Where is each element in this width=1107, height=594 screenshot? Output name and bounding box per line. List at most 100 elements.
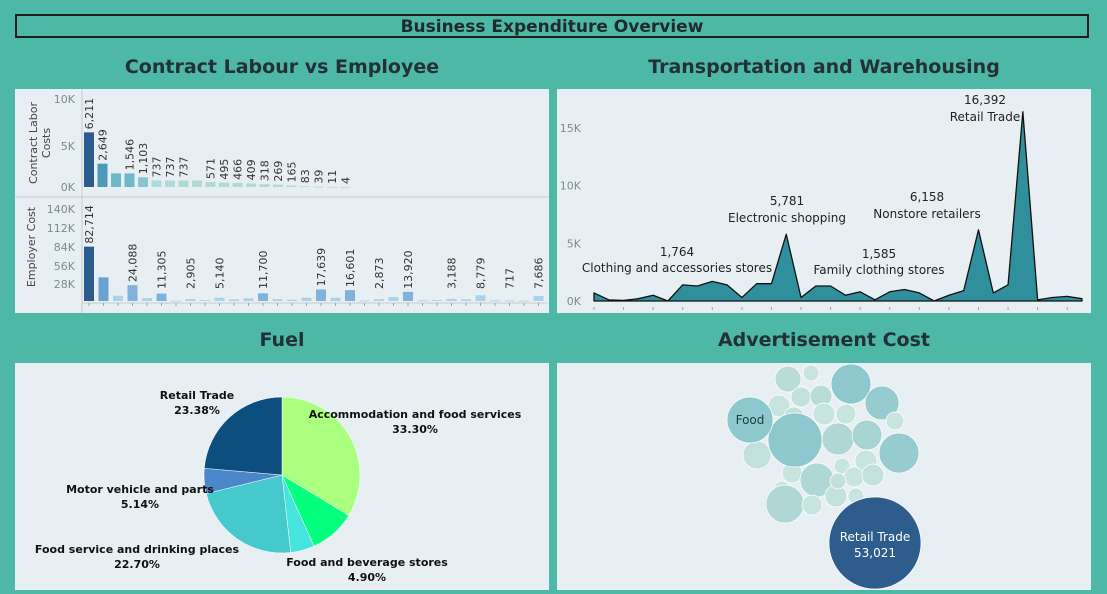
contract-employee-chart: Contract LaborCosts Employer Cost 10K 5K 0K 6… xyxy=(15,89,549,313)
employer-cost-bar-label: 16,601 xyxy=(344,249,357,287)
employer-cost-bar xyxy=(127,285,138,301)
contract-labor-axis-title: Contract LaborCosts xyxy=(27,102,53,184)
employer-cost-bar xyxy=(519,300,529,302)
employer-cost-bar xyxy=(272,299,283,301)
employer-cost-bar-label: 717 xyxy=(504,268,517,289)
fuel-slice-label: Motor vehicle and parts xyxy=(66,483,214,496)
fuel-panel-title: Fuel xyxy=(259,329,305,351)
transport-annotation-value: 6,158 xyxy=(910,190,944,204)
transport-annotation-value: 1,585 xyxy=(862,247,896,261)
fuel-pie-slice xyxy=(281,396,361,516)
fuel-pie-slice xyxy=(205,474,291,554)
employer-cost-bar xyxy=(200,300,210,302)
contract-panel-title: Contract Labour vs Employee xyxy=(124,56,440,78)
contract-labor-bar xyxy=(232,182,243,187)
employer-cost-bar-label: 8,779 xyxy=(475,258,488,290)
transport-annotation-value: 16,392 xyxy=(964,93,1006,107)
employer-cost-bar xyxy=(504,300,515,302)
contract-labor-bar-label: 2,649 xyxy=(97,129,110,161)
advert-bubble xyxy=(802,364,820,382)
fuel-slice-label: Food service and drinking places xyxy=(35,543,240,556)
transport-y-tick: 10K xyxy=(560,180,582,193)
advert-bubble xyxy=(851,419,883,451)
employer-cost-bar-label: 11,700 xyxy=(257,251,270,290)
advert-bubble xyxy=(861,463,885,487)
contract-labor-bar-label: 495 xyxy=(218,159,231,180)
transport-area-series xyxy=(593,111,1083,302)
transport-y-tick: 0K xyxy=(567,295,582,308)
fuel-slice-label: Food and beverage stores xyxy=(286,556,448,569)
employer-cost-bar-label: 17,639 xyxy=(315,248,328,287)
employer-cost-bar xyxy=(113,295,123,301)
advert-bubble-large xyxy=(767,412,823,468)
transport-annotation-label: Family clothing stores xyxy=(814,263,945,277)
employer-cost-bar-label: 3,188 xyxy=(446,258,459,290)
employer-cost-bar-label: 13,920 xyxy=(402,250,415,289)
transport-panel: 15K 10K 5K 0K 1,764 Clothing and accessories … xyxy=(557,89,1091,313)
employer-cost-tick: 140K xyxy=(47,203,76,216)
employer-cost-bar-label: 5,140 xyxy=(214,258,227,290)
contract-labor-bar-label: 571 xyxy=(205,158,218,179)
advert-bubble-chart: Food Retail Trade 53,021 xyxy=(726,363,922,590)
employer-cost-bar xyxy=(461,299,471,301)
contract-labor-bar-label: 4 xyxy=(340,177,353,184)
employer-cost-bar-label: 11,305 xyxy=(156,251,169,290)
contract-labor-bar xyxy=(259,184,270,187)
transport-y-tick: 15K xyxy=(560,122,582,135)
employer-cost-bar xyxy=(432,300,442,301)
contract-labor-bar-label: 737 xyxy=(151,157,164,178)
transport-annotation-value: 1,764 xyxy=(660,245,694,259)
employer-cost-bar xyxy=(301,297,312,301)
contract-labor-bar-label: 466 xyxy=(232,159,245,180)
contract-labor-bar xyxy=(84,132,94,187)
contract-labor-bar xyxy=(340,186,351,188)
employer-cost-bar xyxy=(388,297,399,301)
contract-labor-bar-label: 269 xyxy=(272,161,285,182)
employer-cost-axis-title: Employer Cost xyxy=(25,206,38,287)
contract-labor-bar xyxy=(192,180,202,187)
contract-labor-bar xyxy=(97,163,108,187)
employer-cost-bar xyxy=(330,297,341,301)
employer-cost-bar xyxy=(243,298,254,301)
contract-labor-bar-label: 318 xyxy=(259,160,272,181)
contract-labor-bar-label: 6,211 xyxy=(83,98,96,130)
contract-labor-bar xyxy=(205,181,216,187)
employer-cost-bar xyxy=(214,297,225,301)
advert-bubble xyxy=(864,385,900,421)
contract-labor-bar xyxy=(165,180,175,187)
advert-bubble xyxy=(790,386,812,408)
employer-cost-bar xyxy=(287,299,297,301)
employer-cost-bar-label: 82,714 xyxy=(83,205,96,244)
employer-cost-tick: 56K xyxy=(54,260,76,273)
employer-cost-bar xyxy=(374,299,384,301)
fuel-slice-percent: 23.38% xyxy=(174,404,220,417)
advert-bubble xyxy=(835,403,857,425)
advert-bubble xyxy=(774,365,802,393)
dashboard-title: Business Expenditure Overview xyxy=(15,14,1089,38)
employer-cost-bar xyxy=(229,299,239,301)
employer-cost-tick: 112K xyxy=(47,222,76,235)
advert-bubble-label: Retail Trade xyxy=(840,530,911,544)
contract-labor-bar xyxy=(327,186,337,188)
employer-cost-bar-label: 2,905 xyxy=(185,258,198,290)
employer-cost-bar xyxy=(258,293,268,301)
fuel-slice-percent: 33.30% xyxy=(392,423,438,436)
employer-cost-bar xyxy=(142,298,152,301)
axis-title-line: Costs xyxy=(40,128,53,158)
fuel-pie-chart: Accommodation and food services 33.30% Foo… xyxy=(35,389,522,584)
employer-cost-tick: 84K xyxy=(54,241,76,254)
employer-cost-bar xyxy=(446,298,457,301)
contract-labor-tick: 10K xyxy=(54,93,76,106)
contract-labor-bar-label: 409 xyxy=(245,159,258,180)
employer-cost-bar xyxy=(84,246,94,301)
employer-cost-bar xyxy=(533,295,544,301)
employer-cost-bar-label: 7,686 xyxy=(533,258,546,290)
employer-cost-bar-label: 24,088 xyxy=(127,244,140,283)
contract-labor-bar xyxy=(138,177,148,187)
contract-labor-bar-label: 737 xyxy=(178,157,191,178)
advert-bubble xyxy=(878,432,920,474)
contract-labor-bar-label: 1,103 xyxy=(137,143,150,175)
fuel-slice-percent: 5.14% xyxy=(121,498,159,511)
contract-labor-bar xyxy=(151,180,162,187)
employer-cost-bar xyxy=(403,291,413,301)
